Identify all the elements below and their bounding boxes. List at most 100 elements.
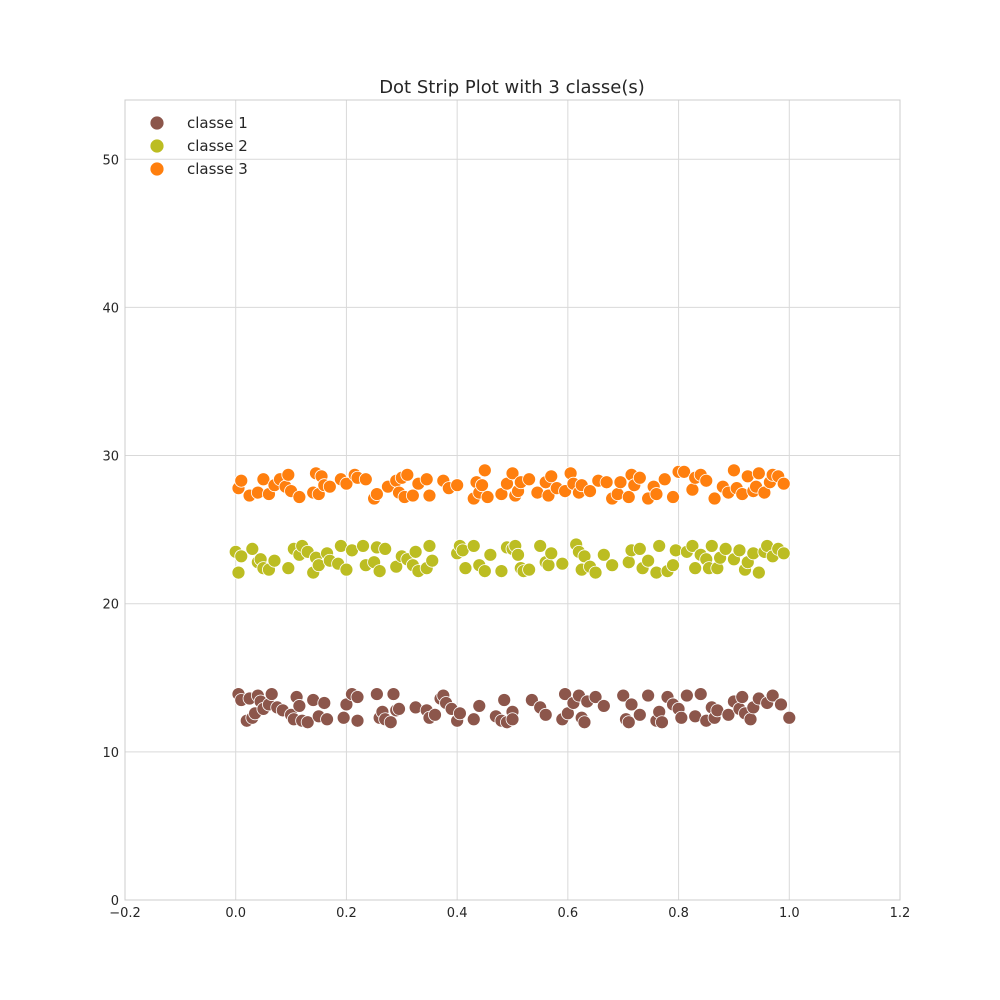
data-point	[466, 539, 481, 553]
x-tick-label: 0.8	[668, 906, 689, 921]
data-point	[477, 463, 492, 478]
data-point	[350, 690, 365, 704]
data-point	[782, 710, 797, 725]
data-point	[596, 699, 611, 713]
data-point	[577, 715, 592, 730]
data-point	[541, 558, 556, 573]
data-point	[776, 476, 791, 491]
data-point	[677, 464, 692, 479]
data-point	[480, 490, 495, 504]
data-point	[339, 476, 354, 491]
data-point	[679, 688, 694, 703]
data-point	[751, 466, 766, 481]
data-point	[522, 472, 537, 487]
data-point	[655, 715, 669, 730]
data-point	[300, 715, 315, 730]
data-point	[533, 539, 548, 553]
data-point	[422, 488, 437, 503]
series-1-points	[231, 687, 797, 730]
legend: classe 1 classe 2 classe 3	[149, 114, 248, 178]
data-point	[317, 696, 332, 710]
data-point	[472, 699, 487, 713]
data-point	[621, 555, 636, 570]
data-point	[505, 466, 520, 481]
y-tick-label: 40	[102, 301, 119, 316]
data-point	[392, 701, 406, 716]
data-point	[652, 539, 667, 553]
data-point	[405, 488, 420, 503]
data-point	[369, 487, 384, 501]
x-tick-label: 0.0	[225, 906, 246, 921]
data-point	[322, 479, 337, 494]
data-point	[477, 564, 492, 579]
data-point	[231, 565, 246, 580]
data-point	[765, 688, 780, 703]
data-point	[292, 699, 307, 713]
chart-title: Dot Strip Plot with 3 classe(s)	[379, 77, 645, 98]
data-point	[234, 549, 249, 564]
series-2-points	[228, 537, 791, 580]
x-axis-ticks: −0.2 0.0 0.2 0.4 0.6 0.8 1.0 1.2	[109, 906, 910, 921]
y-tick-label: 20	[102, 598, 119, 613]
data-point	[776, 546, 791, 561]
data-point	[685, 482, 700, 497]
data-point	[320, 712, 334, 727]
data-point	[497, 693, 512, 707]
legend-marker	[149, 138, 165, 154]
x-tick-label: −0.2	[109, 906, 141, 921]
data-point	[666, 490, 680, 504]
data-point	[605, 558, 620, 573]
legend-marker	[149, 115, 165, 131]
data-point	[466, 712, 481, 727]
data-point	[281, 561, 296, 576]
data-point	[732, 543, 747, 558]
data-point	[356, 539, 370, 553]
data-point	[450, 478, 465, 493]
data-point	[588, 565, 603, 580]
data-point	[596, 547, 611, 562]
data-point	[588, 690, 603, 704]
data-point	[685, 539, 700, 553]
data-point	[666, 558, 680, 573]
data-point	[632, 707, 647, 722]
data-point	[453, 706, 467, 721]
data-point	[583, 484, 597, 499]
data-point	[400, 467, 415, 482]
y-axis-ticks: 0 10 20 30 40 50	[102, 153, 119, 909]
legend-label: classe 3	[187, 160, 248, 178]
data-point	[245, 541, 260, 556]
data-point	[511, 547, 525, 562]
x-tick-label: 0.2	[336, 906, 357, 921]
data-point	[336, 710, 351, 725]
data-point	[555, 556, 570, 571]
data-point	[657, 472, 672, 487]
data-point	[378, 541, 393, 556]
data-point	[727, 463, 741, 478]
series-3-points	[231, 463, 791, 506]
data-point	[632, 541, 647, 556]
data-point	[641, 688, 656, 703]
data-point	[613, 475, 628, 490]
data-point	[632, 470, 647, 485]
data-point	[693, 687, 708, 701]
data-point	[475, 478, 489, 493]
legend-marker	[149, 161, 165, 177]
data-point	[641, 553, 656, 568]
data-point	[522, 562, 537, 577]
data-point	[718, 541, 733, 556]
data-point	[292, 490, 307, 504]
data-point	[505, 712, 520, 727]
data-point	[538, 707, 553, 722]
data-point	[428, 707, 442, 722]
y-tick-label: 0	[111, 894, 119, 909]
data-point	[386, 687, 401, 701]
x-tick-label: 0.6	[558, 906, 579, 921]
data-point	[339, 562, 354, 577]
data-point	[419, 472, 434, 487]
data-point	[383, 715, 398, 730]
data-point	[358, 472, 373, 487]
data-point	[369, 687, 384, 701]
data-point	[743, 712, 758, 727]
data-point	[234, 473, 249, 488]
